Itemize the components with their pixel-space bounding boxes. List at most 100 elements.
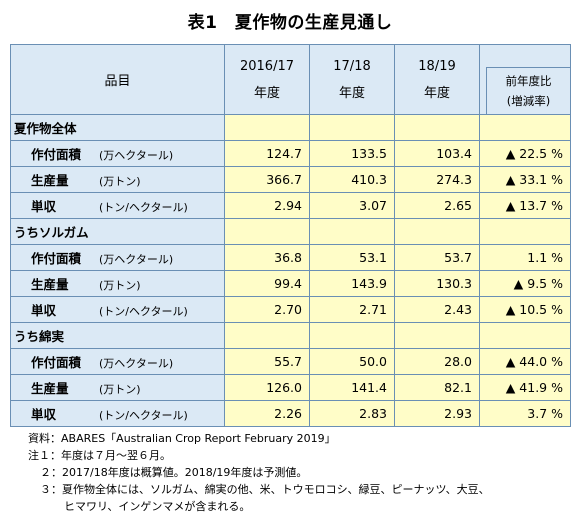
value-2016-17: 99.4 (224, 270, 310, 297)
value-2017-18: 133.5 (309, 140, 395, 167)
metric-unit: (トン/ヘクタール) (99, 201, 188, 214)
row-label: 作付面積 (万ヘクタール) (10, 244, 225, 271)
group-name: うちソルガム (10, 218, 225, 245)
metric-name: 単収 (31, 303, 57, 318)
metric-unit: (万トン) (99, 175, 141, 188)
empty-cell (224, 114, 310, 141)
year-suffix: 年度 (338, 85, 365, 101)
table-row: 作付面積 (万ヘクタール) 36.8 53.1 53.7 1.1 % (10, 244, 571, 271)
change-rate: ▲ 9.5 % (479, 270, 571, 297)
value-2016-17: 124.7 (224, 140, 310, 167)
value-2016-17: 366.7 (224, 166, 310, 193)
metric-unit: (万ヘクタール) (99, 253, 174, 266)
change-rate: ▲ 22.5 % (479, 140, 571, 167)
year-suffix: 年度 (423, 85, 450, 101)
empty-cell (309, 114, 395, 141)
metric-unit: (万ヘクタール) (99, 357, 174, 370)
table-row: 作付面積 (万ヘクタール) 124.7 133.5 103.4 ▲ 22.5 % (10, 140, 571, 167)
value-2018-19: 53.7 (394, 244, 480, 271)
header-row: 品目 2016/17 年度 17/18 年度 18/19 年度 前年度比 (増減… (10, 44, 571, 115)
note-1: 注１：年度は７月～翌６月。 (28, 449, 171, 462)
change-rate: ▲ 13.7 % (479, 192, 571, 219)
value-2017-18: 2.83 (309, 400, 395, 427)
value-2018-19: 2.93 (394, 400, 480, 427)
value-2017-18: 2.71 (309, 296, 395, 323)
empty-cell (479, 322, 571, 349)
change-rate: 3.7 % (479, 400, 571, 427)
source-note: 資料：ABARES「Australian Crop Report Februar… (28, 432, 336, 445)
value-2018-19: 2.65 (394, 192, 480, 219)
value-2016-17: 55.7 (224, 348, 310, 375)
value-2018-19: 130.3 (394, 270, 480, 297)
value-2018-19: 82.1 (394, 374, 480, 401)
row-label: 作付面積 (万ヘクタール) (10, 140, 225, 167)
table-row: 単収 (トン/ヘクタール) 2.94 3.07 2.65 ▲ 13.7 % (10, 192, 571, 219)
value-2016-17: 36.8 (224, 244, 310, 271)
header-year-3: 18/19 年度 (394, 44, 480, 115)
crop-table: 品目 2016/17 年度 17/18 年度 18/19 年度 前年度比 (増減… (10, 44, 571, 427)
value-2017-18: 3.07 (309, 192, 395, 219)
value-2018-19: 274.3 (394, 166, 480, 193)
group-row: うち綿実 (10, 322, 571, 349)
table-row: 単収 (トン/ヘクタール) 2.26 2.83 2.93 3.7 % (10, 400, 571, 427)
change-rate: ▲ 44.0 % (479, 348, 571, 375)
value-2018-19: 28.0 (394, 348, 480, 375)
group-name: うち綿実 (10, 322, 225, 349)
value-2018-19: 103.4 (394, 140, 480, 167)
page-title: 表1 夏作物の生産見通し (187, 13, 393, 33)
metric-name: 生産量 (31, 277, 69, 292)
metric-unit: (トン/ヘクタール) (99, 305, 188, 318)
value-2017-18: 143.9 (309, 270, 395, 297)
year-label: 17/18 (333, 58, 371, 74)
group-row: 夏作物全体 (10, 114, 571, 141)
ratio-sub-label: (増減率) (506, 94, 551, 108)
value-2017-18: 141.4 (309, 374, 395, 401)
row-label: 生産量 (万トン) (10, 374, 225, 401)
table-body: 夏作物全体 作付面積 (万ヘクタール) 124.7 133.5 103.4 ▲ 22.5 %… (10, 114, 571, 427)
metric-name: 単収 (31, 407, 57, 422)
note-2: ２：2017/18年度は概算値。2018/19年度は予測値。 (40, 466, 308, 479)
group-row: うちソルガム (10, 218, 571, 245)
empty-cell (479, 218, 571, 245)
header-item: 品目 (10, 44, 225, 115)
change-rate: 1.1 % (479, 244, 571, 271)
note-3: ３：夏作物全体には、ソルガム、綿実の他、米、トウモロコシ、緑豆、ピーナッツ、大豆… (40, 483, 490, 496)
change-rate: ▲ 41.9 % (479, 374, 571, 401)
metric-name: 作付面積 (31, 251, 82, 266)
row-label: 単収 (トン/ヘクタール) (10, 192, 225, 219)
empty-cell (394, 114, 480, 141)
header-ratio: 前年度比 (増減率) (479, 44, 571, 115)
table-row: 作付面積 (万ヘクタール) 55.7 50.0 28.0 ▲ 44.0 % (10, 348, 571, 375)
empty-cell (394, 322, 480, 349)
table-row: 単収 (トン/ヘクタール) 2.70 2.71 2.43 ▲ 10.5 % (10, 296, 571, 323)
notes: 資料：ABARES「Australian Crop Report Februar… (28, 430, 490, 515)
year-label: 2016/17 (239, 58, 294, 74)
group-name: 夏作物全体 (10, 114, 225, 141)
metric-name: 生産量 (31, 381, 69, 396)
header-year-1: 2016/17 年度 (224, 44, 310, 115)
year-suffix: 年度 (253, 85, 280, 101)
metric-name: 作付面積 (31, 355, 82, 370)
row-label: 単収 (トン/ヘクタール) (10, 296, 225, 323)
value-2016-17: 2.26 (224, 400, 310, 427)
value-2017-18: 53.1 (309, 244, 395, 271)
year-label: 18/19 (418, 58, 456, 74)
empty-cell (224, 322, 310, 349)
metric-unit: (トン/ヘクタール) (99, 409, 188, 422)
empty-cell (479, 114, 571, 141)
ratio-box: 前年度比 (増減率) (486, 67, 570, 114)
metric-name: 生産量 (31, 173, 69, 188)
value-2016-17: 2.70 (224, 296, 310, 323)
empty-cell (309, 218, 395, 245)
row-label: 生産量 (万トン) (10, 166, 225, 193)
value-2017-18: 50.0 (309, 348, 395, 375)
table-row: 生産量 (万トン) 126.0 141.4 82.1 ▲ 41.9 % (10, 374, 571, 401)
metric-unit: (万トン) (99, 383, 141, 396)
value-2016-17: 126.0 (224, 374, 310, 401)
row-label: 作付面積 (万ヘクタール) (10, 348, 225, 375)
value-2018-19: 2.43 (394, 296, 480, 323)
note-3-cont: ヒマワリ、インゲンマメが含まれる。 (64, 500, 251, 513)
table-row: 生産量 (万トン) 99.4 143.9 130.3 ▲ 9.5 % (10, 270, 571, 297)
metric-unit: (万ヘクタール) (99, 149, 174, 162)
value-2016-17: 2.94 (224, 192, 310, 219)
